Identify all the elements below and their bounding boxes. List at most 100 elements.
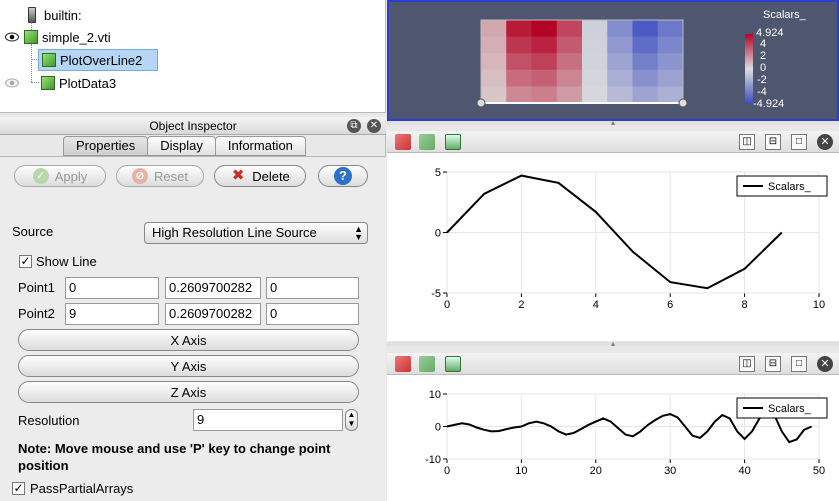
view-splitter[interactable]: ▴	[387, 119, 839, 127]
close-view-icon[interactable]: ✕	[817, 134, 833, 150]
undock-icon[interactable]: ⧉	[347, 119, 361, 133]
volume-cell	[657, 36, 684, 54]
line-widget-handle[interactable]	[678, 98, 688, 108]
camera-reset-icon[interactable]	[395, 134, 411, 150]
split-vertical-icon[interactable]: ⊟	[765, 356, 781, 372]
volume-cell	[556, 20, 583, 38]
volume-cell	[582, 69, 608, 87]
line-chart-2[interactable]: 0 10 20 30 40 50 10 0 -10 Scalars_	[387, 375, 839, 501]
volume-cell	[632, 36, 659, 54]
volume-cell	[506, 86, 532, 104]
inspector-title: Object Inspector	[0, 117, 386, 135]
series-line	[446, 174, 783, 290]
render-canvas[interactable]: Scalars_ 4.924 4 2 0 -2 -4 -4.924	[389, 2, 837, 119]
y-tick-label: -10	[425, 454, 441, 466]
apply-label: Apply	[54, 168, 88, 184]
split-horizontal-icon[interactable]: ◫	[739, 134, 755, 150]
point2-label: Point2	[18, 306, 55, 321]
x-tick-label: 20	[590, 465, 602, 477]
y-tick-label: 0	[435, 422, 441, 434]
show-line-label: Show Line	[36, 254, 97, 269]
split-vertical-icon[interactable]: ⊟	[765, 134, 781, 150]
camera-reset-icon[interactable]	[395, 356, 411, 372]
split-horizontal-icon[interactable]: ◫	[739, 356, 755, 372]
volume-cell	[632, 53, 659, 71]
resolution-spinner[interactable]: ▲ ▼	[345, 409, 358, 431]
volume-cell	[556, 36, 583, 54]
x-tick-label: 6	[667, 299, 673, 311]
line-chart-1[interactable]: 0 2 4 6 8 10 5 0 -5 Scalars_	[387, 153, 839, 341]
reset-icon: ⊘	[132, 168, 149, 184]
volume-cell	[582, 53, 608, 71]
close-view-icon[interactable]: ✕	[817, 356, 833, 372]
delete-button[interactable]: ✖ Delete	[214, 165, 306, 187]
volume-cell	[556, 53, 583, 71]
help-icon: ?	[334, 167, 352, 185]
point1-y-input[interactable]: 0.2609700282	[165, 277, 261, 299]
x-axis-button[interactable]: X Axis	[18, 329, 359, 351]
render-view[interactable]: Scalars_ 4.924 4 2 0 -2 -4 -4.924	[387, 0, 839, 121]
y-axis-button[interactable]: Y Axis	[18, 355, 359, 377]
point2-y-input[interactable]: 0.2609700282	[165, 303, 261, 325]
source-select[interactable]: High Resolution Line Source ▲ ▼	[144, 222, 368, 244]
apply-button[interactable]: ✓ Apply	[14, 165, 106, 187]
legend-entry: Scalars_	[768, 403, 812, 415]
maximize-icon[interactable]: □	[791, 134, 807, 150]
spreadsheet-icon[interactable]	[445, 356, 461, 372]
pipeline-item-plotoverline2[interactable]: PlotOverLine2	[38, 49, 158, 71]
volume-cell	[657, 69, 684, 87]
series-line	[446, 409, 813, 444]
point2-z-input[interactable]: 0	[266, 303, 359, 325]
reset-button[interactable]: ⊘ Reset	[116, 165, 204, 187]
pipeline-item-builtin[interactable]: builtin:	[28, 4, 82, 26]
eye-icon[interactable]	[5, 32, 19, 42]
point1-x-input[interactable]: 0	[65, 277, 159, 299]
pipeline-item-plotdata3[interactable]: PlotData3	[41, 72, 116, 94]
pass-partial-arrays-checkbox[interactable]: ✓	[12, 481, 25, 495]
volume-slice	[480, 19, 684, 104]
volume-cell	[632, 20, 659, 38]
point1-z-input[interactable]: 0	[266, 277, 359, 299]
help-button[interactable]: ?	[318, 165, 368, 187]
chart-legend	[736, 397, 828, 419]
x-tick-label: 2	[518, 299, 524, 311]
point2-x-input[interactable]: 9	[65, 303, 159, 325]
pipeline-item-simple-2-vti[interactable]: simple_2.vti	[24, 26, 111, 48]
maximize-icon[interactable]: □	[791, 356, 807, 372]
y-tick-label: 5	[435, 167, 441, 179]
color-legend-bar	[745, 34, 753, 104]
tab-display[interactable]: Display	[147, 136, 216, 156]
color-legend-tick: 0	[760, 62, 766, 74]
chart-legend	[736, 175, 828, 197]
volume-cell	[506, 36, 532, 54]
chart-view-toolbar: ◫ ⊟ □ ✕	[387, 131, 839, 153]
volume-cell	[481, 20, 507, 38]
volume-cell	[481, 36, 507, 54]
zoom-icon[interactable]	[419, 356, 435, 372]
volume-cell	[582, 86, 608, 104]
show-line-checkbox[interactable]: ✓	[19, 254, 32, 268]
x-tick-label: 8	[742, 299, 748, 311]
volume-cell	[607, 86, 633, 104]
reset-label: Reset	[154, 168, 188, 184]
volume-cell	[657, 53, 684, 71]
zoom-icon[interactable]	[419, 134, 435, 150]
resolution-input[interactable]: 9	[193, 409, 343, 431]
volume-cell	[506, 69, 532, 87]
volume-cell	[531, 53, 558, 71]
volume-cell	[582, 20, 608, 38]
source-select-value: High Resolution Line Source	[152, 225, 317, 240]
x-tick-label: 0	[444, 465, 450, 477]
spreadsheet-icon[interactable]	[445, 134, 461, 150]
tab-information[interactable]: Information	[214, 136, 306, 156]
line-widget-handle[interactable]	[476, 98, 486, 108]
close-icon[interactable]: ✕	[367, 119, 381, 133]
eye-icon[interactable]	[5, 78, 19, 88]
x-tick-label: 4	[593, 299, 599, 311]
view-splitter[interactable]: ▴	[387, 340, 839, 348]
z-axis-button[interactable]: Z Axis	[18, 381, 359, 403]
tab-properties[interactable]: Properties	[63, 136, 149, 156]
color-legend-max: 4.924	[756, 27, 784, 39]
